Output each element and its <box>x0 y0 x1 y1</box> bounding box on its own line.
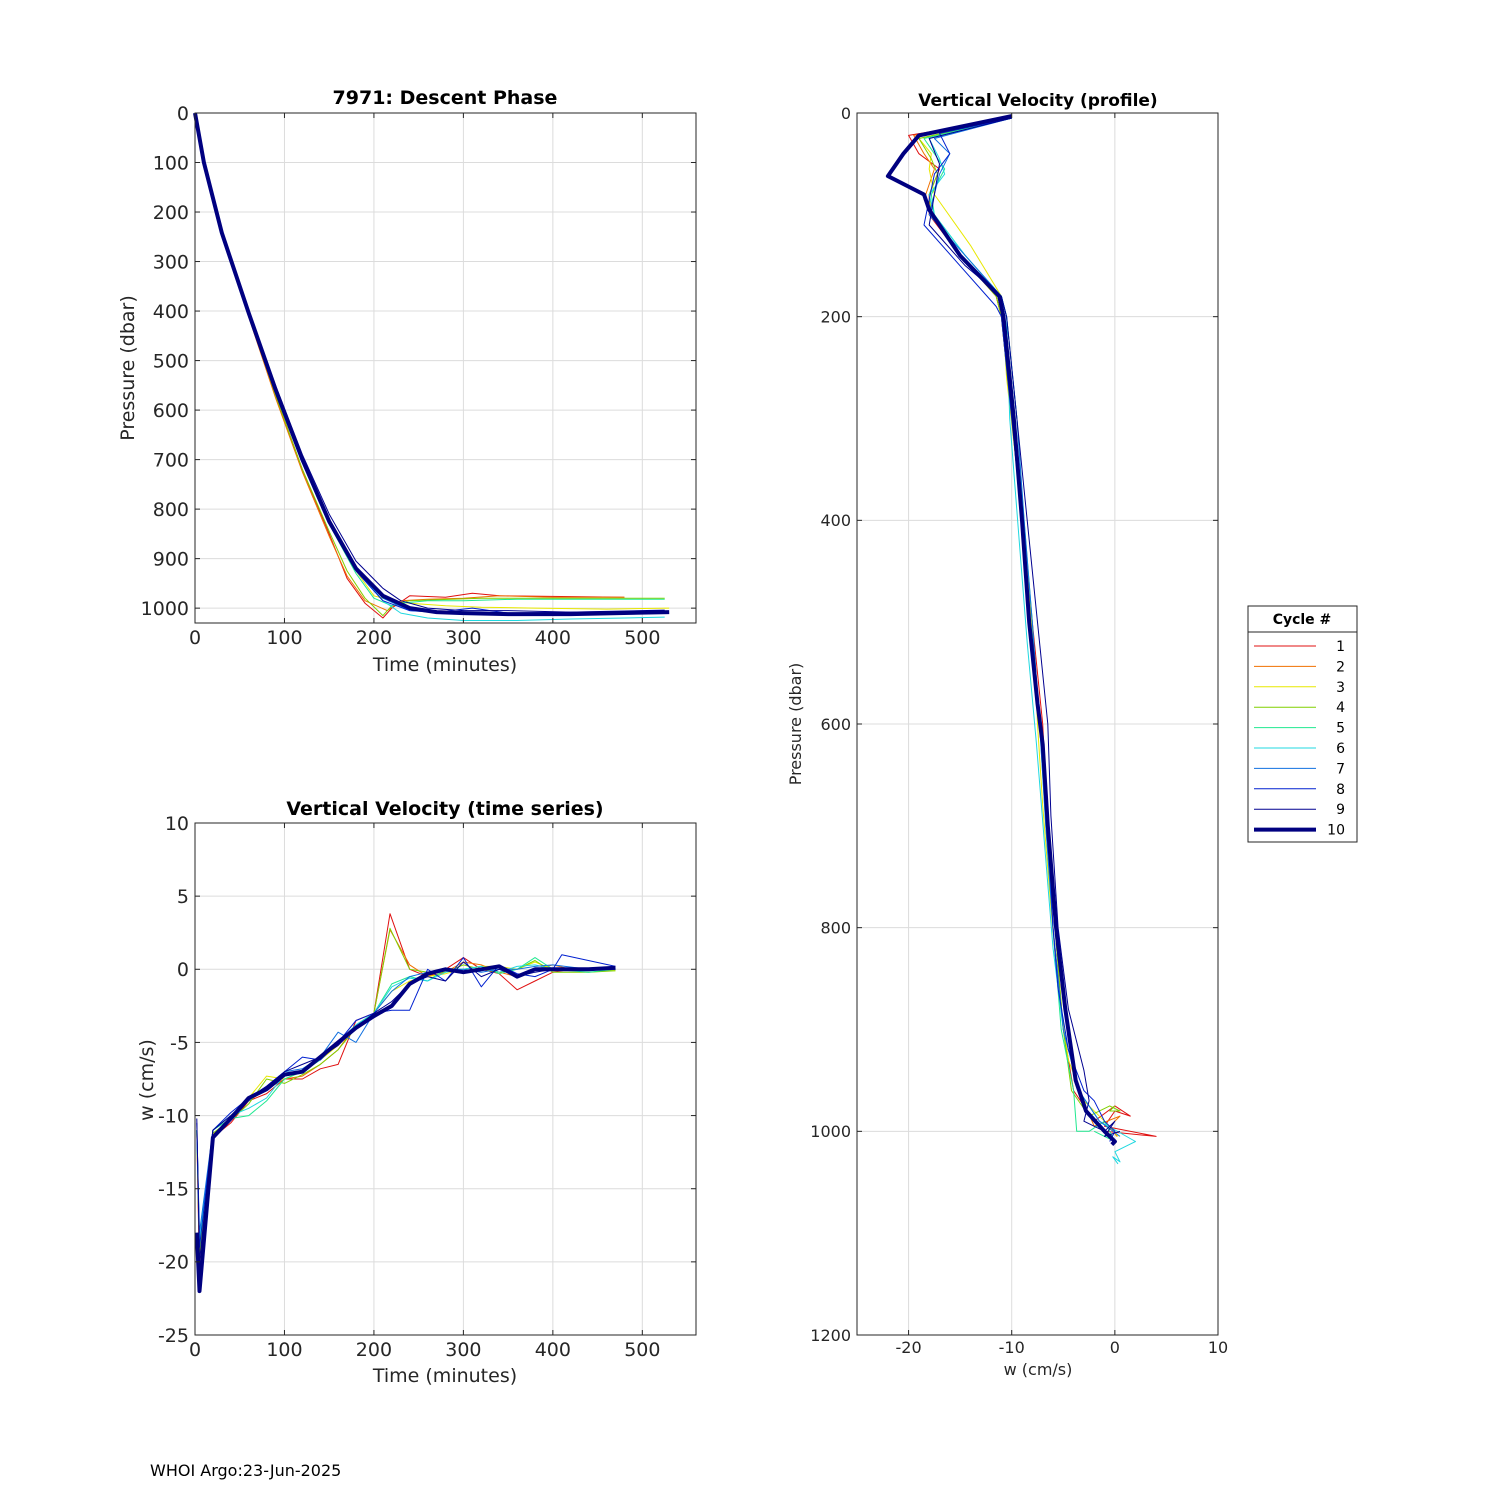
timeseries-x-tick-label: 500 <box>624 1339 660 1361</box>
descent-y-tick-label: 500 <box>153 350 189 372</box>
descent-series-10-line <box>193 112 670 617</box>
velocity-timeseries-panel: 0 100 200 300 400 500 10 5 0 -5 -10 -15 -20 -25 Verti… <box>136 798 697 1387</box>
timeseries-x-tick-label: 400 <box>535 1339 571 1361</box>
profile-y-tick-label: 200 <box>820 307 851 326</box>
profile-lines <box>885 114 1157 1165</box>
profile-y-tick-label: 600 <box>820 715 851 734</box>
descent-y-tick-label: 1000 <box>141 598 189 620</box>
footer-credit: WHOI Argo:23-Jun-2025 <box>150 1461 342 1480</box>
descent-axes-box <box>194 112 697 624</box>
profile-series-10-line <box>885 114 1117 1147</box>
legend-label-1: 1 <box>1336 639 1345 655</box>
legend-label-9: 9 <box>1336 802 1345 818</box>
descent-lines <box>193 112 670 621</box>
legend-label-4: 4 <box>1336 700 1345 716</box>
legend-title: Cycle # <box>1273 612 1332 628</box>
timeseries-y-tick-label: 0 <box>177 959 189 981</box>
descent-plot-area <box>195 113 696 623</box>
descent-y-label: Pressure (dbar) <box>117 295 139 441</box>
descent-grid <box>194 112 696 623</box>
descent-y-tick-label: 400 <box>153 301 189 323</box>
legend-entries: 1 2 3 4 5 6 7 8 9 10 <box>1254 639 1345 839</box>
legend-label-10: 10 <box>1327 823 1345 839</box>
timeseries-y-tick-label: -5 <box>170 1032 189 1054</box>
timeseries-lines <box>194 913 616 1294</box>
descent-x-label: Time (minutes) <box>372 654 517 676</box>
profile-series-7-line <box>928 117 1121 1137</box>
timeseries-plot-area <box>195 823 696 1335</box>
descent-y-tick-label: 700 <box>153 449 189 471</box>
profile-x-label: w (cm/s) <box>1004 1360 1073 1379</box>
profile-title: Vertical Velocity (profile) <box>918 91 1157 111</box>
timeseries-title: Vertical Velocity (time series) <box>286 798 603 820</box>
timeseries-x-tick-label: 0 <box>189 1339 201 1361</box>
profile-y-tick-label: 400 <box>820 511 851 530</box>
profile-y-label: Pressure (dbar) <box>786 663 805 786</box>
descent-ticks: 0 100 200 300 400 500 0 100 200 300 400 500 600 700 80… <box>141 103 696 649</box>
profile-x-tick-label: 0 <box>1110 1338 1120 1357</box>
descent-title: 7971: Descent Phase <box>333 87 558 109</box>
profile-x-tick-label: -10 <box>999 1338 1025 1357</box>
timeseries-series-10-line <box>194 964 616 1294</box>
descent-phase-panel: 0 100 200 300 400 500 0 100 200 300 400 500 600 700 80… <box>117 87 697 676</box>
timeseries-series-5-line <box>196 957 616 1248</box>
legend-label-5: 5 <box>1336 721 1345 737</box>
profile-y-tick-label: 800 <box>820 918 851 937</box>
legend-label-8: 8 <box>1336 782 1345 798</box>
timeseries-y-tick-label: -15 <box>158 1179 189 1201</box>
timeseries-x-tick-label: 300 <box>445 1339 481 1361</box>
descent-y-tick-label: 0 <box>177 103 189 125</box>
descent-y-tick-label: 100 <box>153 152 189 174</box>
descent-y-tick-label: 200 <box>153 202 189 224</box>
legend-box <box>1247 605 1358 843</box>
timeseries-axes-box <box>194 822 697 1336</box>
timeseries-y-label: w (cm/s) <box>136 1039 158 1121</box>
descent-y-tick-label: 900 <box>153 548 189 570</box>
legend-label-6: 6 <box>1336 741 1345 757</box>
profile-x-tick-label: -20 <box>896 1338 922 1357</box>
descent-y-tick-label: 300 <box>153 251 189 273</box>
timeseries-y-tick-label: -25 <box>158 1325 189 1347</box>
profile-series-9-line <box>928 117 1121 1137</box>
profile-y-tick-label: 1000 <box>810 1122 851 1141</box>
timeseries-y-tick-label: -20 <box>158 1252 189 1274</box>
descent-x-tick-label: 100 <box>266 627 302 649</box>
legend-label-7: 7 <box>1336 761 1345 777</box>
descent-x-tick-label: 200 <box>356 627 392 649</box>
profile-y-tick-label: 0 <box>841 104 851 123</box>
profile-y-tick-label: 1200 <box>810 1326 851 1345</box>
timeseries-ticks: 0 100 200 300 400 500 10 5 0 -5 -10 -15 -20 -25 <box>158 813 696 1361</box>
profile-x-tick-label: 10 <box>1208 1338 1228 1357</box>
timeseries-x-label: Time (minutes) <box>372 1365 517 1387</box>
descent-y-tick-label: 800 <box>153 499 189 521</box>
legend-label-3: 3 <box>1336 680 1345 696</box>
descent-x-tick-label: 500 <box>624 627 660 649</box>
descent-x-tick-label: 400 <box>535 627 571 649</box>
timeseries-series-6-line <box>196 964 616 1241</box>
legend-label-2: 2 <box>1336 659 1345 675</box>
timeseries-y-tick-label: 10 <box>165 813 189 835</box>
profile-series-6-line <box>928 117 1136 1165</box>
descent-x-tick-label: 0 <box>189 627 201 649</box>
timeseries-series-1-line <box>196 913 616 1277</box>
timeseries-x-tick-label: 200 <box>356 1339 392 1361</box>
timeseries-y-tick-label: -10 <box>158 1105 189 1127</box>
timeseries-x-tick-label: 100 <box>266 1339 302 1361</box>
timeseries-y-tick-label: 5 <box>177 886 189 908</box>
legend: Cycle # 1 2 3 4 5 6 7 8 9 10 <box>1247 605 1358 843</box>
descent-y-tick-label: 600 <box>153 400 189 422</box>
descent-x-tick-label: 300 <box>445 627 481 649</box>
